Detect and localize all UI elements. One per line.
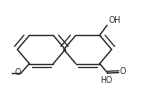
Text: OH: OH [108, 16, 120, 25]
Text: O: O [119, 67, 126, 76]
Text: HO: HO [100, 76, 112, 85]
Text: O: O [14, 68, 21, 77]
